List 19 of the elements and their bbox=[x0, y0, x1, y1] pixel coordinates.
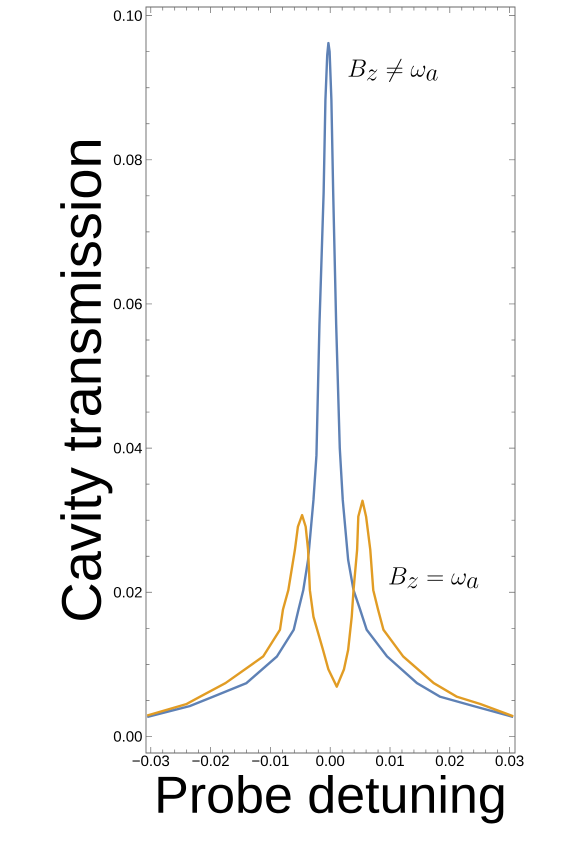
y-tick-label: 0.06 bbox=[114, 298, 142, 310]
annotation: $B_z \neq \omega_a$ bbox=[348, 58, 438, 82]
y-tick-label: 0.08 bbox=[114, 154, 142, 166]
y-tick-label: 0.02 bbox=[114, 586, 142, 598]
annotation: $B_z = \omega_a$ bbox=[389, 567, 478, 588]
x-tick-label: −0.03 bbox=[132, 756, 170, 766]
line-series bbox=[146, 500, 514, 718]
y-axis-title: Cavity transmission bbox=[60, 141, 112, 620]
x-axis-title: Probe detuning bbox=[158, 775, 504, 824]
x-tick-label: −0.01 bbox=[252, 756, 289, 766]
y-tick-label: 0.00 bbox=[114, 731, 142, 742]
x-tick-label: 0.00 bbox=[316, 756, 344, 766]
x-tick-label: 0.02 bbox=[436, 756, 464, 766]
y-tick-label: 0.10 bbox=[114, 10, 142, 21]
y-tick-label: 0.04 bbox=[114, 442, 142, 454]
line-series bbox=[146, 42, 514, 718]
x-tick-label: 0.03 bbox=[496, 756, 524, 766]
x-tick-label: 0.01 bbox=[376, 756, 404, 766]
x-tick-label: −0.02 bbox=[192, 756, 229, 766]
